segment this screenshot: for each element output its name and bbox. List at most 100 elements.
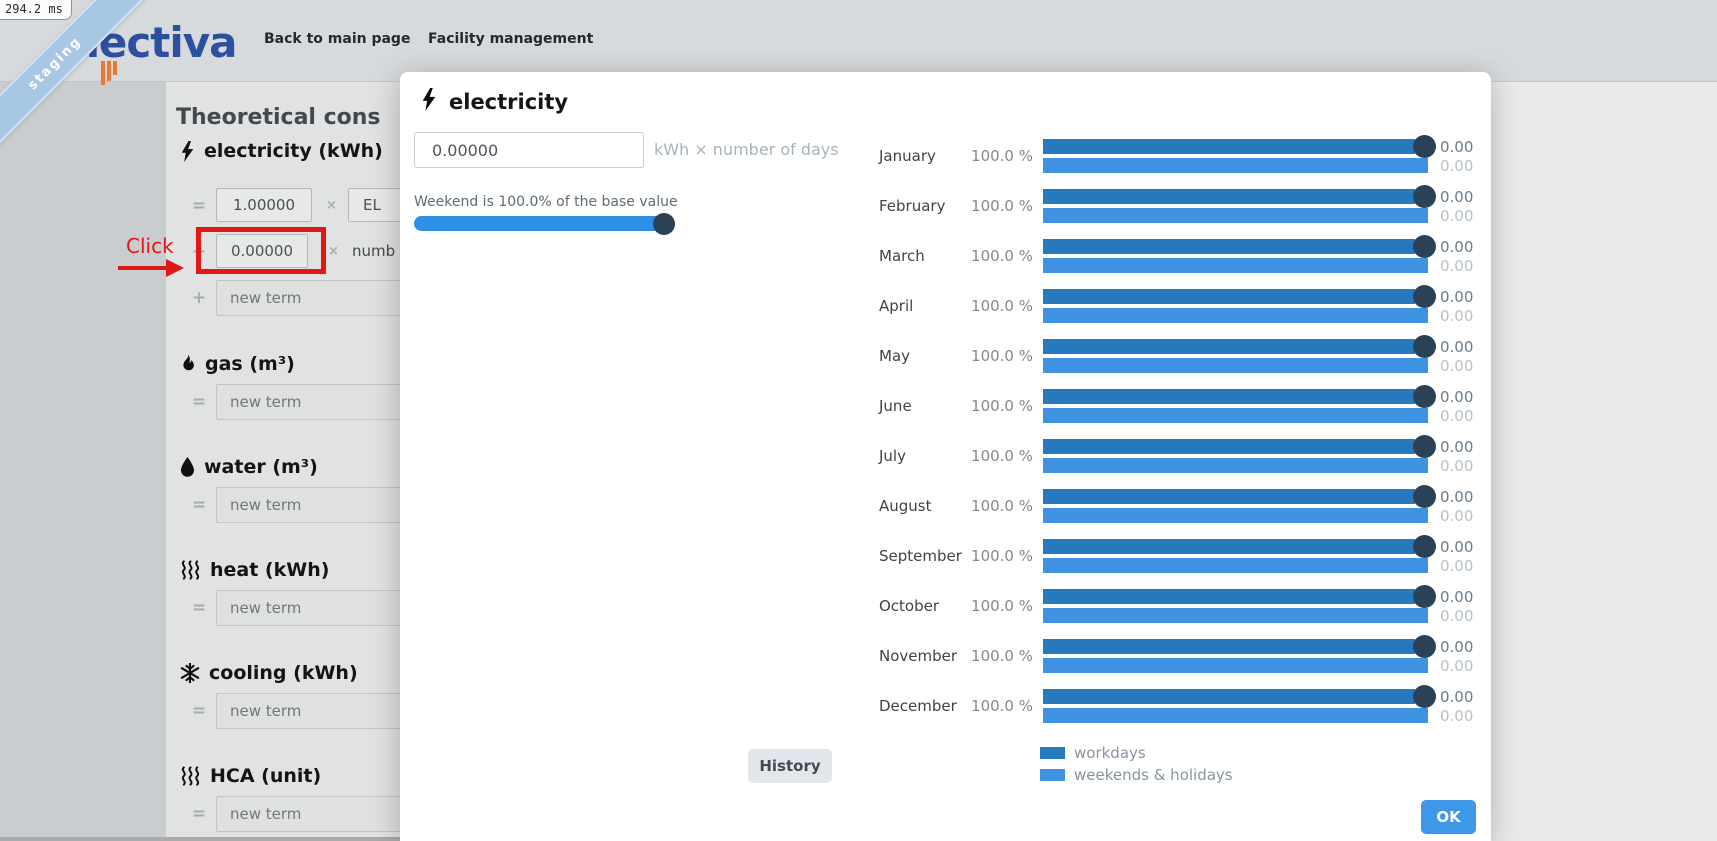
month-percent: 100.0 % (971, 197, 1033, 215)
weekends-bar[interactable] (1043, 158, 1428, 173)
workdays-bar-knob[interactable] (1413, 685, 1436, 708)
workdays-bar-knob[interactable] (1413, 285, 1436, 308)
term-reference-label: numb (352, 242, 396, 260)
legend-row-workdays: workdays (1040, 744, 1233, 762)
page-title: Theoretical cons (176, 105, 381, 130)
section-water-heading: water (m³) (180, 454, 318, 480)
workdays-bar-knob[interactable] (1413, 385, 1436, 408)
weekend-ratio-slider[interactable] (414, 216, 672, 231)
workdays-bar[interactable] (1043, 339, 1415, 354)
operator-times: × (326, 198, 337, 213)
section-label: cooling (kWh) (209, 662, 358, 684)
month-percent: 100.0 % (971, 397, 1033, 415)
workdays-value: 0.00 (1440, 688, 1474, 706)
workdays-bar[interactable] (1043, 189, 1415, 204)
workdays-bar[interactable] (1043, 289, 1415, 304)
annotation-highlight-box (196, 227, 326, 274)
workdays-value: 0.00 (1440, 588, 1474, 606)
month-row: August 100.0 % 0.00 0.00 (879, 481, 1504, 531)
section-heat-heading: heat (kWh) (180, 557, 329, 583)
weekends-bar[interactable] (1043, 458, 1428, 473)
weekends-value: 0.00 (1440, 357, 1474, 375)
workdays-value: 0.00 (1440, 238, 1474, 256)
logo-bars-icon (101, 61, 117, 85)
month-percent: 100.0 % (971, 297, 1033, 315)
weekends-bar[interactable] (1043, 208, 1428, 223)
month-percent: 100.0 % (971, 247, 1033, 265)
workdays-bar[interactable] (1043, 139, 1415, 154)
workdays-value: 0.00 (1440, 638, 1474, 656)
snowflake-icon (180, 663, 200, 683)
month-label: February (879, 197, 946, 215)
weekends-value: 0.00 (1440, 407, 1474, 425)
operator-equals: = (191, 598, 207, 618)
month-row: April 100.0 % 0.00 0.00 (879, 281, 1504, 331)
section-cooling-heading: cooling (kWh) (180, 660, 358, 686)
weekends-bar[interactable] (1043, 258, 1428, 273)
workdays-bar[interactable] (1043, 589, 1415, 604)
month-row: July 100.0 % 0.00 0.00 (879, 431, 1504, 481)
weekend-ratio-label: Weekend is 100.0% of the base value (414, 194, 678, 210)
section-label: electricity (kWh) (204, 140, 383, 162)
workdays-bar-knob[interactable] (1413, 535, 1436, 558)
weekends-bar[interactable] (1043, 508, 1428, 523)
month-label: November (879, 647, 958, 665)
nav-back-to-main-link[interactable]: Back to main page (264, 31, 411, 47)
month-label: May (879, 347, 911, 365)
weekends-value: 0.00 (1440, 657, 1474, 675)
coefficient-input[interactable] (216, 188, 312, 222)
workdays-bar-knob[interactable] (1413, 485, 1436, 508)
workdays-bar-knob[interactable] (1413, 435, 1436, 458)
month-label: September (879, 547, 962, 565)
weekends-value: 0.00 (1440, 257, 1474, 275)
click-annotation-label: Click (126, 234, 174, 258)
workdays-bar[interactable] (1043, 639, 1415, 654)
history-button[interactable]: History (748, 749, 832, 783)
workdays-bar-knob[interactable] (1413, 235, 1436, 258)
chart-legend: workdays weekends & holidays (1040, 744, 1233, 784)
bolt-icon (422, 88, 436, 115)
weekends-value: 0.00 (1440, 157, 1474, 175)
workdays-bar[interactable] (1043, 389, 1415, 404)
workdays-value: 0.00 (1440, 188, 1474, 206)
weekends-value: 0.00 (1440, 607, 1474, 625)
page-bottom-edge (0, 837, 405, 841)
workdays-bar-knob[interactable] (1413, 635, 1436, 658)
workdays-bar[interactable] (1043, 539, 1415, 554)
operator-equals: = (191, 495, 207, 515)
month-row: January 100.0 % 0.00 0.00 (879, 131, 1504, 181)
weekends-bar[interactable] (1043, 708, 1428, 723)
weekends-bar[interactable] (1043, 558, 1428, 573)
weekends-bar[interactable] (1043, 308, 1428, 323)
month-percent: 100.0 % (971, 697, 1033, 715)
highlighted-coefficient-input[interactable] (216, 234, 308, 268)
weekends-bar[interactable] (1043, 408, 1428, 423)
weekends-bar[interactable] (1043, 658, 1428, 673)
weekends-value: 0.00 (1440, 207, 1474, 225)
month-percent: 100.0 % (971, 547, 1033, 565)
operator-equals: = (191, 701, 207, 721)
workdays-bar[interactable] (1043, 489, 1415, 504)
section-gas-heading: gas (m³) (180, 351, 295, 377)
weekends-value: 0.00 (1440, 557, 1474, 575)
workdays-bar-knob[interactable] (1413, 185, 1436, 208)
weekends-bar[interactable] (1043, 608, 1428, 623)
workdays-bar[interactable] (1043, 239, 1415, 254)
workdays-bar[interactable] (1043, 689, 1415, 704)
section-electricity-heading: electricity (kWh) (180, 138, 383, 164)
workdays-bar-knob[interactable] (1413, 585, 1436, 608)
month-label: January (879, 147, 936, 165)
workdays-bar-knob[interactable] (1413, 335, 1436, 358)
operator-times: × (328, 244, 339, 259)
operator-equals: = (191, 804, 207, 824)
ok-button[interactable]: OK (1421, 800, 1476, 834)
workdays-value: 0.00 (1440, 538, 1474, 556)
workdays-bar[interactable] (1043, 439, 1415, 454)
weekends-bar[interactable] (1043, 358, 1428, 373)
base-value-input[interactable] (414, 132, 644, 168)
steam-icon (180, 766, 201, 786)
annotation-arrow-head (166, 259, 184, 277)
workdays-bar-knob[interactable] (1413, 135, 1436, 158)
weekend-slider-knob[interactable] (653, 213, 675, 235)
nav-facility-management-link[interactable]: Facility management (428, 31, 594, 47)
